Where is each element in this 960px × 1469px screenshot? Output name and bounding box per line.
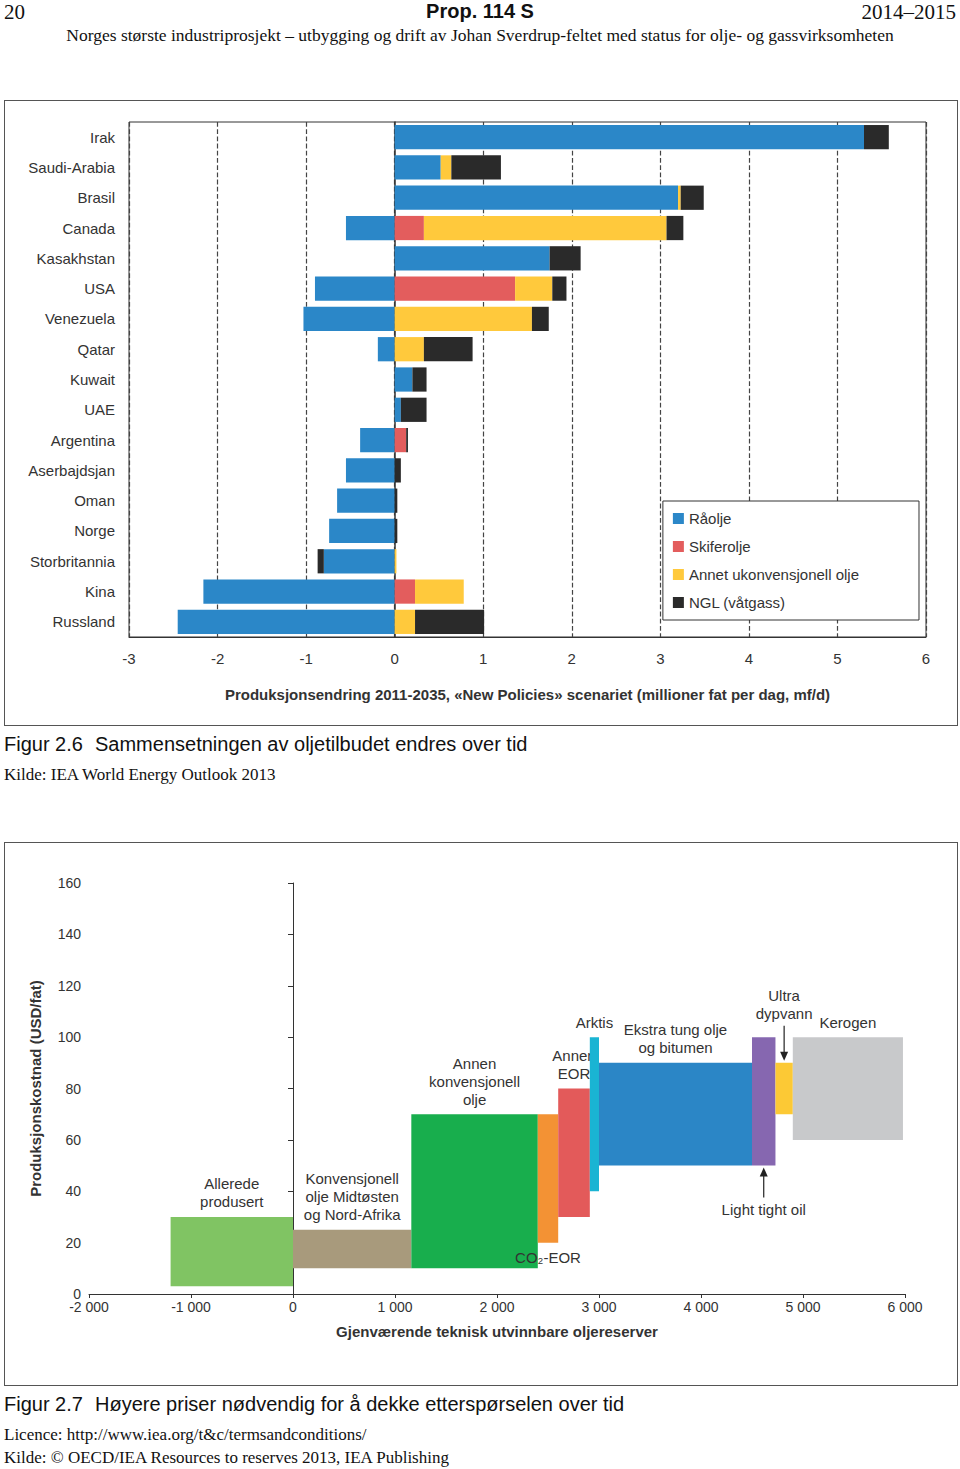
svg-text:Annen: Annen bbox=[552, 1047, 595, 1064]
svg-text:Storbritannia: Storbritannia bbox=[30, 553, 116, 570]
svg-text:0: 0 bbox=[289, 1299, 297, 1315]
svg-text:Kuwait: Kuwait bbox=[70, 371, 116, 388]
svg-text:og bitumen: og bitumen bbox=[638, 1039, 712, 1056]
html-text:2014–2015: 2014–2015 bbox=[861, 0, 956, 24]
svg-text:Oman: Oman bbox=[74, 492, 115, 509]
svg-text:Qatar: Qatar bbox=[77, 341, 115, 358]
svg-text:Kasakhstan: Kasakhstan bbox=[37, 250, 115, 267]
svg-text:Produksjonskostnad (USD/fat): Produksjonskostnad (USD/fat) bbox=[27, 980, 44, 1197]
html-text:Licence: http://www.iea.org/t&: Licence: http://www.iea.org/t&c/termsand… bbox=[4, 1425, 367, 1444]
html-text:Figur 2.7: Figur 2.7 bbox=[4, 1393, 83, 1415]
svg-text:40: 40 bbox=[65, 1183, 81, 1199]
svg-text:EOR: EOR bbox=[558, 1065, 591, 1082]
svg-text:-2: -2 bbox=[211, 650, 224, 667]
svg-text:-1: -1 bbox=[299, 650, 312, 667]
svg-text:Saudi-Arabia: Saudi-Arabia bbox=[28, 159, 115, 176]
svg-text:6: 6 bbox=[922, 650, 930, 667]
svg-text:3 000: 3 000 bbox=[581, 1299, 616, 1315]
svg-text:Aserbajdsjan: Aserbajdsjan bbox=[28, 462, 115, 479]
svg-text:Allerede: Allerede bbox=[204, 1175, 259, 1192]
svg-text:5 000: 5 000 bbox=[785, 1299, 820, 1315]
svg-text:Produksjonsendring 2011-2035,: Produksjonsendring 2011-2035, «New Polic… bbox=[225, 686, 830, 703]
html-text:20: 20 bbox=[4, 0, 25, 24]
svg-text:produsert: produsert bbox=[200, 1193, 264, 1210]
svg-text:20: 20 bbox=[65, 1235, 81, 1251]
svg-text:Gjenværende teknisk utvinnbare: Gjenværende teknisk utvinnbare oljereser… bbox=[336, 1323, 658, 1340]
svg-text:Brasil: Brasil bbox=[77, 189, 115, 206]
svg-text:Annet ukonvensjonell olje: Annet ukonvensjonell olje bbox=[689, 566, 859, 583]
html-text:Kilde: © OECD/IEA Resources to: Kilde: © OECD/IEA Resources to reserves … bbox=[4, 1448, 449, 1467]
svg-text:0: 0 bbox=[73, 1286, 81, 1302]
svg-text:Kerogen: Kerogen bbox=[820, 1014, 877, 1031]
html-text:Sammensetningen av oljetilbude: Sammensetningen av oljetilbudet endres o… bbox=[95, 733, 528, 755]
html-text:Prop. 114 S: Prop. 114 S bbox=[426, 0, 534, 22]
svg-text:olje Midtøsten: olje Midtøsten bbox=[305, 1188, 398, 1205]
svg-text:Kina: Kina bbox=[85, 583, 116, 600]
svg-text:2 000: 2 000 bbox=[479, 1299, 514, 1315]
svg-text:Russland: Russland bbox=[52, 613, 115, 630]
svg-text:-2 000: -2 000 bbox=[69, 1299, 109, 1315]
svg-text:Venezuela: Venezuela bbox=[45, 310, 116, 327]
svg-text:Råolje: Råolje bbox=[689, 510, 732, 527]
svg-text:Ekstra tung olje: Ekstra tung olje bbox=[624, 1021, 727, 1038]
svg-text:60: 60 bbox=[65, 1132, 81, 1148]
svg-text:3: 3 bbox=[656, 650, 664, 667]
svg-text:0: 0 bbox=[390, 650, 398, 667]
svg-text:Argentina: Argentina bbox=[51, 432, 116, 449]
svg-text:UAE: UAE bbox=[84, 401, 115, 418]
svg-text:CO₂-EOR: CO₂-EOR bbox=[515, 1249, 581, 1266]
svg-text:NGL (våtgass): NGL (våtgass) bbox=[689, 594, 785, 611]
svg-text:Canada: Canada bbox=[62, 220, 115, 237]
svg-text:Norge: Norge bbox=[74, 522, 115, 539]
svg-text:Irak: Irak bbox=[90, 129, 116, 146]
svg-text:1 000: 1 000 bbox=[377, 1299, 412, 1315]
svg-text:-1 000: -1 000 bbox=[171, 1299, 211, 1315]
svg-text:4: 4 bbox=[745, 650, 753, 667]
svg-text:konvensjonell: konvensjonell bbox=[429, 1073, 520, 1090]
svg-text:-3: -3 bbox=[122, 650, 135, 667]
html-text:Kilde: IEA World Energy Outloo: Kilde: IEA World Energy Outlook 2013 bbox=[4, 765, 276, 784]
svg-text:Light tight oil: Light tight oil bbox=[722, 1201, 806, 1218]
svg-text:Ultra: Ultra bbox=[768, 987, 800, 1004]
html-text:Norges største industriprosjek: Norges største industriprosjekt – utbygg… bbox=[66, 25, 894, 45]
svg-text:120: 120 bbox=[58, 978, 82, 994]
svg-text:olje: olje bbox=[463, 1091, 486, 1108]
svg-text:Arktis: Arktis bbox=[576, 1014, 614, 1031]
svg-text:4 000: 4 000 bbox=[683, 1299, 718, 1315]
html-text:Figur 2.6: Figur 2.6 bbox=[4, 733, 83, 755]
svg-text:Skiferolje: Skiferolje bbox=[689, 538, 751, 555]
svg-text:160: 160 bbox=[58, 875, 82, 891]
svg-text:USA: USA bbox=[84, 280, 115, 297]
svg-text:2: 2 bbox=[568, 650, 576, 667]
svg-text:80: 80 bbox=[65, 1081, 81, 1097]
svg-text:6 000: 6 000 bbox=[887, 1299, 922, 1315]
svg-text:dypvann: dypvann bbox=[756, 1005, 813, 1022]
html-text:Høyere priser nødvendig for å: Høyere priser nødvendig for å dekke ette… bbox=[95, 1393, 625, 1415]
svg-text:100: 100 bbox=[58, 1029, 82, 1045]
svg-text:Konvensjonell: Konvensjonell bbox=[305, 1170, 398, 1187]
svg-text:Annen: Annen bbox=[453, 1055, 496, 1072]
svg-text:5: 5 bbox=[833, 650, 841, 667]
svg-text:og Nord-Afrika: og Nord-Afrika bbox=[304, 1206, 401, 1223]
svg-text:1: 1 bbox=[479, 650, 487, 667]
svg-text:140: 140 bbox=[58, 926, 82, 942]
